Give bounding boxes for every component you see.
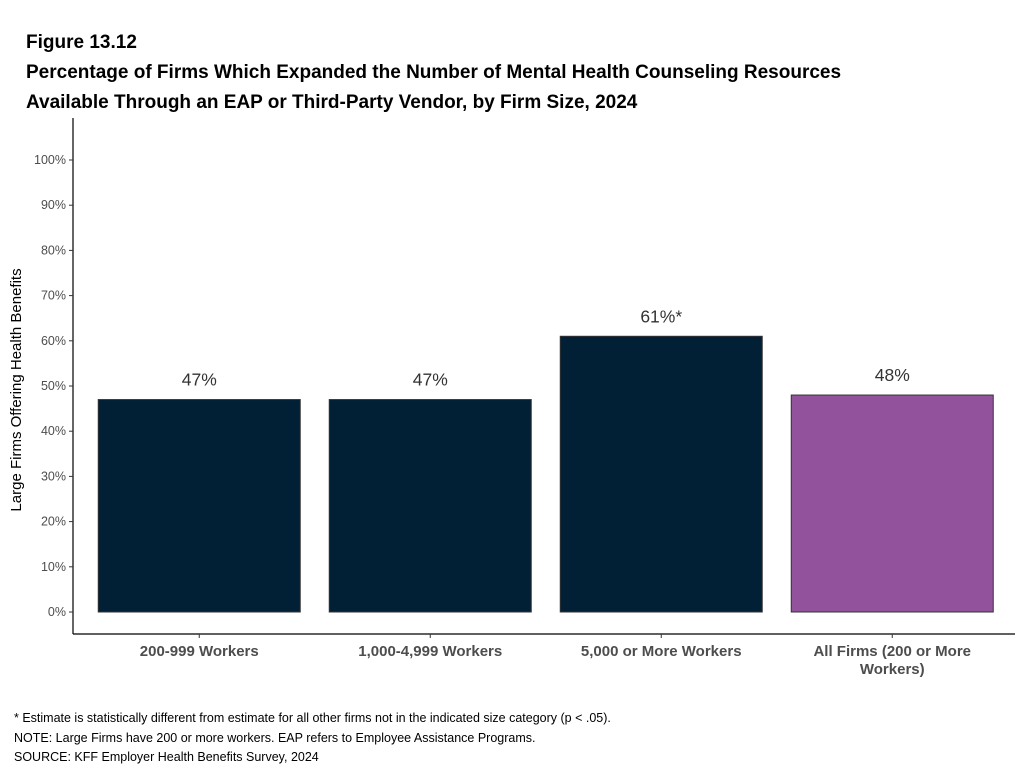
y-tick-label: 60% bbox=[41, 334, 66, 348]
y-tick-label: 30% bbox=[41, 469, 66, 483]
chart-title-line-1: Percentage of Firms Which Expanded the N… bbox=[26, 62, 842, 83]
y-axis-label: Large Firms Offering Health Benefits bbox=[8, 268, 25, 511]
data-label: 61%* bbox=[640, 306, 682, 326]
y-tick-label: 70% bbox=[41, 289, 66, 303]
footnote-note: NOTE: Large Firms have 200 or more worke… bbox=[14, 731, 536, 745]
y-tick-label: 100% bbox=[34, 153, 66, 167]
bar bbox=[790, 394, 994, 613]
y-tick-label: 0% bbox=[48, 605, 66, 619]
x-tick-label: 5,000 or More Workers bbox=[581, 643, 742, 660]
figure-label: Figure 13.12 bbox=[26, 32, 137, 53]
y-tick-label: 40% bbox=[41, 424, 66, 438]
y-tick-label: 10% bbox=[41, 560, 66, 574]
footnote-source: SOURCE: KFF Employer Health Benefits Sur… bbox=[14, 750, 319, 764]
bar bbox=[559, 335, 763, 613]
x-tick-label: 1,000-4,999 Workers bbox=[358, 643, 502, 660]
chart-title-line-2: Available Through an EAP or Third-Party … bbox=[26, 92, 638, 113]
x-tick-label: 200-999 Workers bbox=[140, 643, 259, 660]
y-tick-label: 50% bbox=[41, 379, 66, 393]
bar bbox=[97, 399, 301, 613]
data-label: 47% bbox=[413, 370, 448, 390]
footnote-significance: * Estimate is statistically different fr… bbox=[14, 711, 611, 725]
bar bbox=[328, 399, 532, 613]
x-tick-label: Workers) bbox=[860, 661, 925, 678]
y-tick-label: 90% bbox=[41, 198, 66, 212]
x-tick-label: All Firms (200 or More bbox=[813, 643, 971, 660]
y-tick-label: 80% bbox=[41, 243, 66, 257]
data-label: 48% bbox=[875, 365, 910, 385]
y-tick-label: 20% bbox=[41, 515, 66, 529]
data-label: 47% bbox=[182, 370, 217, 390]
